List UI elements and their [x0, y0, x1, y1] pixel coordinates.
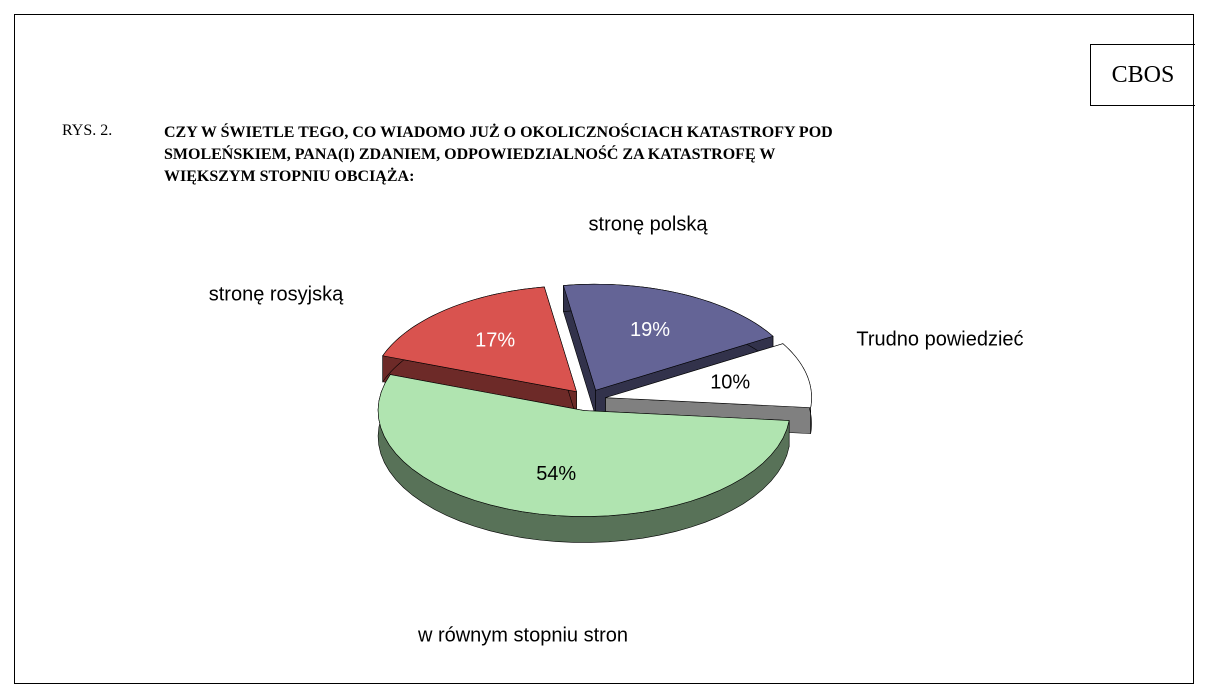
value-label: 17% — [475, 329, 515, 351]
slice-top — [605, 343, 812, 408]
category-label: stronę polską — [589, 213, 709, 235]
figure-label: RYS. 2. — [62, 122, 113, 139]
category-label: w równym stopniu stron — [417, 624, 628, 646]
value-label: 19% — [630, 319, 670, 341]
category-label: stronę rosyjską — [209, 283, 344, 305]
slice — [377, 373, 790, 543]
value-label: 54% — [536, 463, 576, 485]
slice-top — [382, 286, 577, 393]
category-label: Trudno powiedzieć — [856, 328, 1023, 350]
slice-top — [377, 374, 790, 517]
value-label: 10% — [710, 372, 750, 394]
brand: CBOS — [1090, 44, 1195, 106]
chart-title: CZY W ŚWIETLE TEGO, CO WIADOMO JUŻ O OKO… — [164, 124, 833, 185]
slice-top — [563, 283, 774, 391]
